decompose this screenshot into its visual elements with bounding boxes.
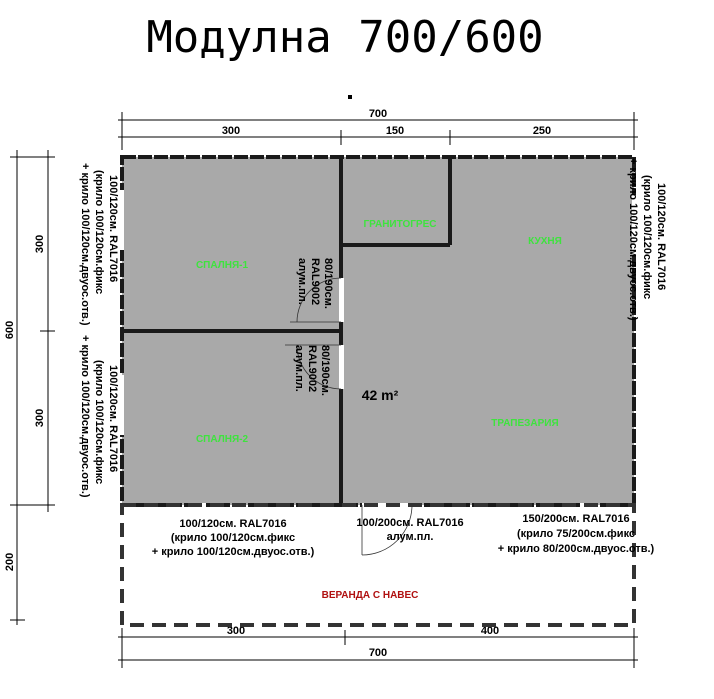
- svg-text:(крило 100/120см.фикс: (крило 100/120см.фикс: [93, 170, 105, 294]
- room-dining: ТРАПЕЗАРИЯ: [491, 418, 558, 429]
- door-note-1: 80/190см. RAL9002 алум.пл.: [296, 258, 334, 309]
- window-note-left-top: 100/120см. RAL7016 (крило 100/120см.фикс…: [79, 163, 119, 326]
- dim-veranda-depth: 200: [4, 553, 16, 571]
- dim-bottom-2: 400: [481, 625, 499, 637]
- room-bathroom: ГРАНИТОГРЕС: [364, 219, 437, 230]
- dim-bottom-1: 300: [227, 625, 245, 637]
- room-kitchen: КУХНЯ: [528, 236, 562, 247]
- dim-bottom-total: 700: [369, 647, 387, 659]
- svg-text:+ крило 100/120см.двуос.отв.): + крило 100/120см.двуос.отв.): [79, 163, 91, 326]
- svg-text:RAL9002: RAL9002: [306, 345, 318, 392]
- dim-left-2: 300: [34, 409, 46, 427]
- dim-left-total: 600: [4, 321, 16, 339]
- door-note-entrance: 100/200см. RAL7016 алум.пл.: [356, 517, 463, 543]
- svg-text:+ крило 100/120см.двуос.отв.): + крило 100/120см.двуос.отв.): [79, 335, 91, 498]
- svg-text:(крило 75/200см.фикс: (крило 75/200см.фикс: [517, 528, 635, 540]
- dim-top-1: 300: [222, 125, 240, 137]
- bottom-dimension-lines: [118, 628, 638, 668]
- svg-text:100/200см. RAL7016: 100/200см. RAL7016: [356, 517, 463, 529]
- svg-text:100/120см. RAL7016: 100/120см. RAL7016: [655, 183, 667, 290]
- door-swings: [285, 277, 413, 556]
- window-note-bottom-left: 100/120см. RAL7016 (крило 100/120см.фикс…: [152, 518, 315, 558]
- svg-text:80/190см.: 80/190см.: [322, 258, 334, 309]
- top-dimension-lines: [118, 112, 638, 150]
- svg-text:(крило 100/120см.фикс: (крило 100/120см.фикс: [93, 360, 105, 484]
- room-bedroom-2: СПАЛНЯ-2: [196, 434, 249, 445]
- svg-text:100/120см. RAL7016: 100/120см. RAL7016: [107, 365, 119, 472]
- svg-text:100/120см. RAL7016: 100/120см. RAL7016: [107, 175, 119, 282]
- svg-text:+ крило 100/120см.двуос.отв.): + крило 100/120см.двуос.отв.): [627, 158, 639, 321]
- svg-text:(крило 100/120см.фикс: (крило 100/120см.фикс: [641, 175, 653, 299]
- svg-text:алум.пл.: алум.пл.: [293, 345, 305, 392]
- total-area: 42 m²: [362, 387, 399, 403]
- svg-text:(крило 100/120см.фикс: (крило 100/120см.фикс: [171, 532, 295, 544]
- door-note-2: 80/190см. RAL9002 алум.пл.: [293, 345, 331, 396]
- svg-text:100/120см. RAL7016: 100/120см. RAL7016: [179, 518, 286, 530]
- svg-text:алум.пл.: алум.пл.: [387, 531, 434, 543]
- svg-text:80/190см.: 80/190см.: [319, 345, 331, 396]
- left-dimension-lines: [10, 150, 55, 625]
- svg-text:+ крило 100/120см.двуос.отв.): + крило 100/120см.двуос.отв.): [152, 546, 315, 558]
- svg-text:150/200см. RAL7016: 150/200см. RAL7016: [522, 513, 629, 525]
- svg-text:RAL9002: RAL9002: [309, 258, 321, 305]
- veranda-outline: [120, 503, 636, 627]
- dim-left-1: 300: [34, 235, 46, 253]
- dim-top-total: 700: [369, 108, 387, 120]
- room-bedroom-1: СПАЛНЯ-1: [196, 260, 249, 271]
- plan-title: Модулна 700/600: [146, 12, 543, 63]
- window-note-bottom-right: 150/200см. RAL7016 (крило 75/200см.фикс …: [498, 513, 655, 555]
- dim-top-2: 150: [386, 125, 404, 137]
- window-note-left-bottom: 100/120см. RAL7016 (крило 100/120см.фикс…: [79, 335, 119, 498]
- dot-mark: [348, 95, 352, 99]
- room-veranda: ВЕРАНДА С НАВЕС: [322, 590, 419, 601]
- window-note-right: 100/120см. RAL7016 (крило 100/120см.фикс…: [627, 158, 667, 321]
- svg-text:+ крило 80/200см.двуос.отв.): + крило 80/200см.двуос.отв.): [498, 543, 655, 555]
- svg-text:алум.пл.: алум.пл.: [296, 258, 308, 305]
- dim-top-3: 250: [533, 125, 551, 137]
